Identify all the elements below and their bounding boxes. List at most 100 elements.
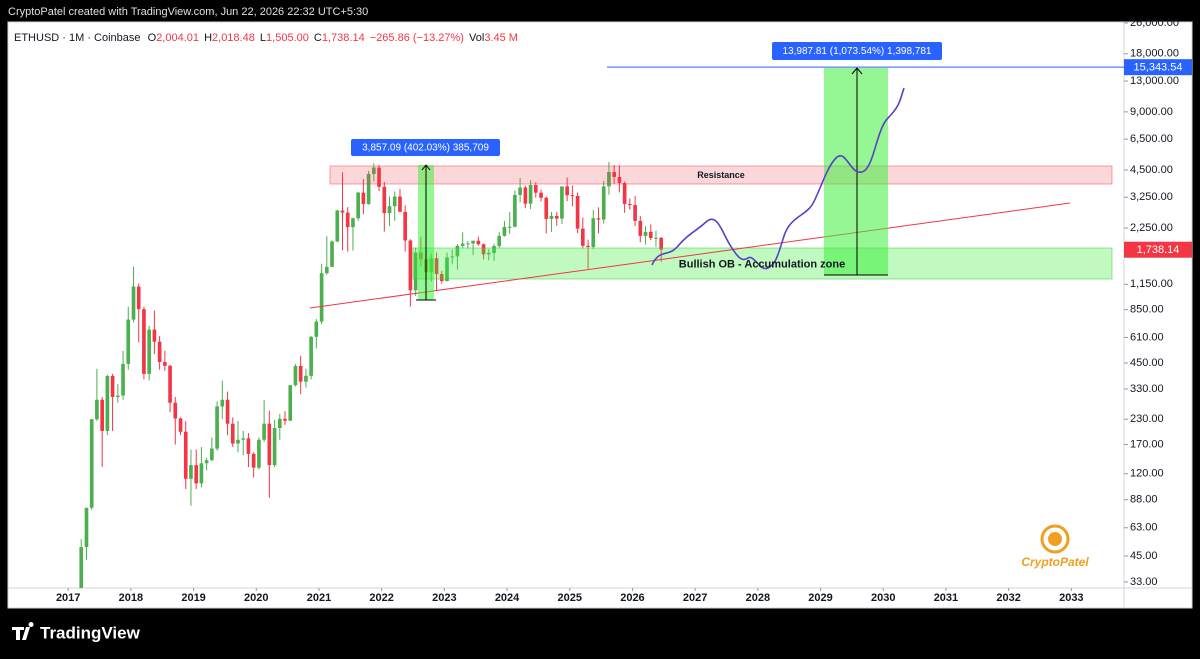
candle-body (79, 547, 84, 588)
y-tick-label: 2,250.00 (1130, 222, 1173, 234)
candle-body (455, 245, 460, 257)
candle-body (445, 257, 449, 282)
candle-body (403, 211, 408, 241)
price-label-box (1124, 59, 1192, 76)
resistance-label: Resistance (697, 170, 745, 180)
candle-body (142, 309, 146, 374)
candle-body (178, 418, 183, 432)
candle-body (100, 399, 104, 431)
candle-body (450, 256, 455, 258)
ohlc-key: C (314, 32, 322, 44)
candle-body (377, 167, 381, 187)
candle-body (304, 375, 308, 382)
candle-body (533, 185, 538, 193)
candle-body (596, 218, 601, 220)
candle-body (236, 439, 240, 444)
candle-body (617, 176, 622, 184)
footer: TradingView (12, 622, 141, 642)
ohlc-value: 1,505.00 (266, 32, 309, 44)
price-label-box (1124, 241, 1192, 258)
x-tick-label: 2030 (871, 592, 895, 604)
candle-body (476, 240, 481, 245)
candle-body (319, 273, 324, 322)
y-tick-label: 230.00 (1130, 413, 1164, 425)
measure-label: 13,987.81 (1,073.54%) 1,398,781 (782, 46, 931, 57)
candle-body (272, 428, 277, 466)
candle-body (460, 243, 465, 246)
candle-body (659, 237, 664, 250)
accumulation-zone (412, 247, 1113, 280)
logo-ring (1040, 524, 1070, 554)
candle-body (345, 212, 350, 228)
y-tick-label: 6,500.00 (1130, 133, 1173, 145)
candles (79, 161, 664, 588)
candle-body (549, 215, 554, 219)
arrow-head (421, 164, 431, 171)
y-tick-label: 610.00 (1130, 331, 1164, 343)
x-tick-label: 2018 (119, 592, 143, 604)
ohlc-value: 1,738.14 (322, 32, 365, 44)
x-tick-label: 2017 (56, 592, 80, 604)
candle-body (539, 192, 543, 198)
candle-body (220, 399, 225, 407)
candle-body (136, 286, 141, 310)
candle-body (157, 341, 162, 363)
candle-body (554, 215, 559, 219)
candle-body (471, 240, 475, 244)
price-label: 1,738.14 (1137, 244, 1180, 256)
x-tick-label: 2025 (558, 592, 582, 604)
y-tick-label: 450.00 (1130, 357, 1164, 369)
candle-body (518, 187, 522, 195)
candle-body (643, 231, 648, 236)
drawings: Resistance 3,857.09 (402.03%) 385,709 13… (309, 42, 1113, 309)
candle-body (288, 385, 293, 421)
candle-body (116, 395, 120, 397)
header-text: CryptoPatel created with TradingView.com… (8, 6, 368, 18)
x-tick-label: 2021 (307, 592, 331, 604)
y-tick-label: 9,000.00 (1130, 106, 1173, 118)
candle-body (481, 244, 486, 255)
candle-body (372, 167, 376, 174)
candle-body (413, 252, 418, 291)
price-label: 15,343.54 (1134, 62, 1183, 74)
candle-body (648, 231, 653, 238)
candle-body (105, 376, 110, 431)
y-tick-label: 850.00 (1130, 304, 1164, 316)
candle-body (131, 286, 136, 320)
candle-body (84, 507, 89, 548)
candle-body (314, 321, 319, 337)
candle-body (627, 203, 632, 206)
y-tick-label: 26,000.00 (1130, 17, 1179, 29)
candle-body (147, 329, 152, 374)
candle-body (163, 362, 167, 366)
candle-body (439, 274, 444, 282)
y-tick-label: 45.00 (1130, 550, 1158, 562)
candle-body (638, 220, 643, 236)
candle-body (607, 172, 611, 187)
candle-body (570, 195, 575, 197)
candle-body (324, 266, 329, 274)
candle-body (387, 206, 392, 214)
candle-body (408, 240, 413, 291)
candle-body (622, 183, 627, 204)
candle-body (262, 423, 266, 440)
candle-body (126, 319, 131, 364)
measure-label-box (351, 139, 500, 156)
watermark-logo: CryptoPatel (1021, 524, 1089, 569)
candle-body (110, 376, 115, 397)
candle-body (513, 194, 517, 227)
candle-body (277, 418, 282, 429)
ohlc-value: 2,018.48 (212, 32, 255, 44)
x-tick-label: 2019 (181, 592, 205, 604)
candle-body (633, 205, 637, 221)
candle-body (466, 243, 470, 245)
ohlc-key: H (204, 32, 212, 44)
candle-body (267, 423, 272, 466)
candle-body (257, 439, 261, 468)
candle-body (382, 186, 387, 214)
candle-body (199, 463, 204, 484)
footer-logo: TradingView (40, 623, 141, 642)
y-tick-label: 330.00 (1130, 383, 1164, 395)
